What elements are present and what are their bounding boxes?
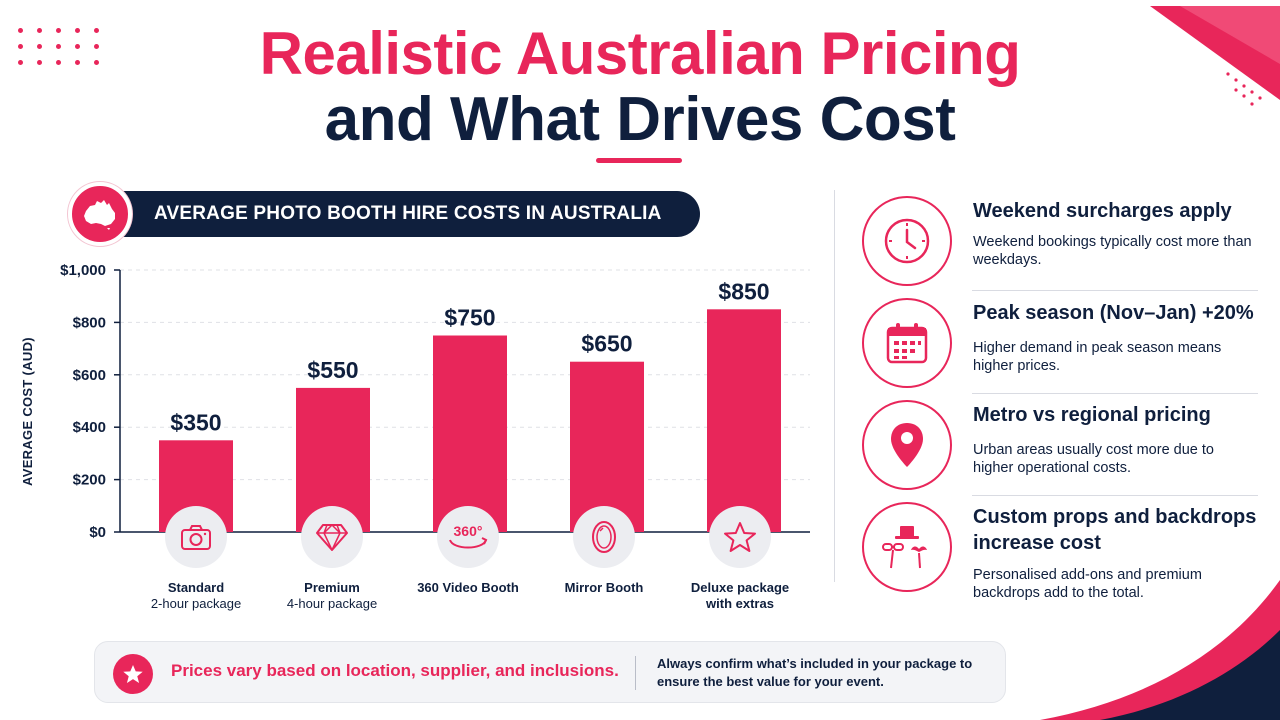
star-badge-icon (113, 654, 153, 694)
category-360-video-booth: 360° 360 Video Booth (398, 506, 538, 596)
360-icon: 360° (437, 506, 499, 568)
factor-title: Metro vs regional pricing (973, 404, 1211, 426)
factor-description: Higher demand in peak season means highe… (973, 340, 1222, 374)
page-title: Realistic Australian Pricing and What Dr… (0, 22, 1280, 152)
decorative-dots (18, 28, 102, 65)
category-label-line1: Premium (304, 580, 360, 595)
factor-title: Peak season (Nov–Jan) +20% (973, 302, 1254, 324)
factor-title: Custom props and backdrops increase cost (973, 506, 1257, 554)
calendar-icon (862, 298, 952, 388)
category-label-line1: Mirror Booth (564, 580, 644, 595)
star-icon (709, 506, 771, 568)
factor-separator (972, 393, 1258, 394)
title-line-1: Realistic Australian Pricing (259, 20, 1021, 87)
bar (570, 361, 644, 532)
chart-header-title: AVERAGE PHOTO BOOTH HIRE COSTS IN AUSTRA… (114, 191, 700, 237)
australia-map-icon (68, 182, 132, 246)
y-tick-label: $400 (73, 419, 106, 436)
category-label-line2: 2-hour package (150, 596, 242, 611)
factor-description: Urban areas usually cost more due to hig… (973, 442, 1214, 476)
title-underline (596, 158, 682, 163)
title-line-2: and What Drives Cost (324, 85, 956, 154)
y-axis-label: AVERAGE COST (AUD) (20, 337, 35, 486)
camera-icon (165, 506, 227, 568)
category-label-line2: with extras (706, 596, 774, 611)
location-pin-icon (862, 400, 952, 490)
category-label-line1: 360 Video Booth (417, 580, 519, 595)
factor-description: Weekend bookings typically cost more tha… (973, 234, 1252, 268)
category-standard: Standard 2-hour package (126, 506, 266, 612)
section-divider (834, 190, 835, 582)
y-tick-label: $800 (73, 314, 106, 331)
footer-note: Prices vary based on location, supplier,… (94, 641, 1006, 703)
factor-title: Weekend surcharges apply (973, 200, 1232, 222)
bar-data-label: $350 (170, 409, 221, 435)
factor-custom-props: Custom props and backdrops increase cost… (862, 498, 1258, 601)
factor-separator (972, 495, 1258, 496)
corner-decoration-bottom (1040, 570, 1280, 720)
props-icon (862, 502, 952, 592)
bar-data-label: $550 (307, 357, 358, 383)
factor-separator (972, 290, 1258, 291)
bar-data-label: $750 (444, 305, 495, 331)
footer-note-left: Prices vary based on location, supplier,… (171, 661, 619, 680)
y-tick-label: $1,000 (60, 262, 106, 279)
category-premium: Premium 4-hour package (262, 506, 402, 612)
footer-note-right: Always confirm what’s included in your p… (657, 656, 973, 689)
bar-data-label: $850 (718, 278, 769, 304)
category-label-line2: 4-hour package (286, 596, 378, 611)
category-mirror-booth: Mirror Booth (534, 506, 674, 596)
factor-metro-vs-regional: Metro vs regional pricing Urban areas us… (862, 396, 1258, 496)
footer-separator (635, 656, 636, 690)
clock-icon (862, 196, 952, 286)
category-deluxe-package: Deluxe package with extras (670, 506, 810, 612)
factor-description: Personalised add-ons and premium backdro… (973, 567, 1202, 601)
bar-data-label: $650 (581, 331, 632, 357)
factor-weekend-surcharges: Weekend surcharges apply Weekend booking… (862, 192, 1258, 292)
diamond-icon (301, 506, 363, 568)
y-tick-label: $0 (89, 524, 106, 541)
360-icon-text: 360° (454, 523, 483, 539)
corner-decoration-top (1140, 0, 1280, 120)
y-tick-label: $600 (73, 367, 106, 384)
bar-chart: $0 $200 $400 $600 $800 $1,000 $350 $550 $750 $650… (60, 262, 810, 541)
factor-peak-season: Peak season (Nov–Jan) +20% Higher demand… (862, 294, 1258, 394)
bar (433, 335, 507, 532)
mirror-icon (573, 506, 635, 568)
y-tick-label: $200 (73, 472, 106, 489)
category-label-line1: Standard (167, 580, 225, 595)
category-label-line1: Deluxe package (690, 580, 790, 595)
bar (707, 309, 781, 532)
